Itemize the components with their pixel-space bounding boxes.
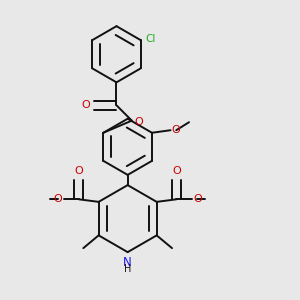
Text: O: O: [134, 117, 143, 127]
Text: O: O: [194, 194, 202, 204]
Text: O: O: [172, 166, 181, 176]
Text: O: O: [82, 100, 90, 110]
Text: H: H: [124, 264, 131, 274]
Text: O: O: [53, 194, 62, 204]
Text: O: O: [74, 166, 83, 176]
Text: N: N: [123, 256, 132, 269]
Text: O: O: [172, 125, 180, 135]
Text: Cl: Cl: [145, 34, 155, 44]
